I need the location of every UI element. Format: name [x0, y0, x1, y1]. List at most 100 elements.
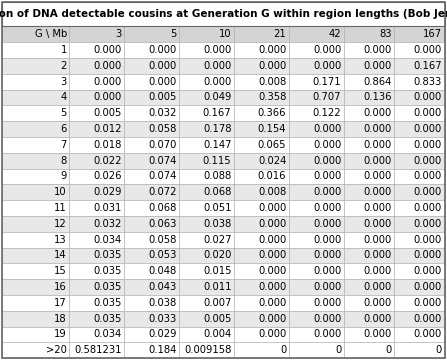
Bar [179, 184, 234, 200]
Bar [2, 327, 69, 342]
Bar [394, 327, 445, 342]
Bar [234, 90, 289, 105]
Text: 0.154: 0.154 [258, 124, 287, 134]
Bar [2, 90, 69, 105]
Bar [124, 105, 179, 121]
Text: 0.022: 0.022 [93, 156, 122, 166]
Bar [124, 248, 179, 264]
Bar [289, 26, 344, 42]
Bar [179, 74, 234, 90]
Text: 0.027: 0.027 [203, 235, 232, 245]
Text: 0.000: 0.000 [363, 314, 392, 324]
Bar [289, 74, 344, 90]
Text: 0.000: 0.000 [258, 235, 287, 245]
Bar [69, 295, 124, 311]
Bar [394, 248, 445, 264]
Bar [179, 105, 234, 121]
Bar [344, 121, 394, 137]
Bar [344, 264, 394, 279]
Text: 0.008: 0.008 [258, 77, 287, 87]
Bar [2, 248, 69, 264]
Bar [69, 248, 124, 264]
Text: 0.033: 0.033 [148, 314, 177, 324]
Bar [234, 168, 289, 184]
Text: 0.000: 0.000 [93, 93, 122, 102]
Text: 0.032: 0.032 [148, 108, 177, 118]
Bar [289, 200, 344, 216]
Text: 0.000: 0.000 [313, 251, 341, 261]
Bar [289, 121, 344, 137]
Bar [124, 26, 179, 42]
Text: 83: 83 [379, 29, 392, 39]
Text: 0.167: 0.167 [203, 108, 232, 118]
Text: 0.004: 0.004 [203, 329, 232, 339]
Text: 42: 42 [329, 29, 341, 39]
Bar [179, 216, 234, 232]
Bar [394, 279, 445, 295]
Bar [179, 279, 234, 295]
Text: 0: 0 [280, 345, 287, 355]
Text: 10: 10 [54, 187, 67, 197]
Bar [344, 90, 394, 105]
Bar [344, 42, 394, 58]
Text: 0.000: 0.000 [313, 140, 341, 150]
Text: 0.000: 0.000 [363, 156, 392, 166]
Bar [394, 295, 445, 311]
Bar [344, 200, 394, 216]
Bar [344, 295, 394, 311]
Bar [234, 216, 289, 232]
Text: 0.000: 0.000 [414, 45, 442, 55]
Bar [124, 232, 179, 248]
Text: >20: >20 [46, 345, 67, 355]
Text: 0.000: 0.000 [258, 61, 287, 71]
Text: 0.000: 0.000 [363, 235, 392, 245]
Text: 0.000: 0.000 [414, 219, 442, 229]
Text: 0: 0 [385, 345, 392, 355]
Text: 0.088: 0.088 [203, 171, 232, 181]
Bar [394, 264, 445, 279]
Text: 167: 167 [423, 29, 442, 39]
Text: 15: 15 [54, 266, 67, 276]
Bar [234, 184, 289, 200]
Bar [289, 58, 344, 74]
Text: 0.000: 0.000 [313, 187, 341, 197]
Text: 0.707: 0.707 [313, 93, 341, 102]
Text: 0.035: 0.035 [93, 298, 122, 308]
Text: 0.032: 0.032 [93, 219, 122, 229]
Bar [394, 74, 445, 90]
Bar [124, 279, 179, 295]
Bar [344, 74, 394, 90]
Bar [289, 232, 344, 248]
Text: 0.178: 0.178 [203, 124, 232, 134]
Bar [124, 200, 179, 216]
Bar [124, 58, 179, 74]
Text: 0.000: 0.000 [414, 314, 442, 324]
Text: 0.068: 0.068 [148, 203, 177, 213]
Text: 0.000: 0.000 [414, 298, 442, 308]
Bar [124, 264, 179, 279]
Bar [234, 153, 289, 168]
Bar [179, 200, 234, 216]
Text: 0.000: 0.000 [363, 187, 392, 197]
Bar [344, 26, 394, 42]
Bar [289, 327, 344, 342]
Text: 0.000: 0.000 [414, 93, 442, 102]
Text: 0.000: 0.000 [258, 314, 287, 324]
Text: 21: 21 [274, 29, 287, 39]
Text: 0.000: 0.000 [313, 203, 341, 213]
Bar [394, 168, 445, 184]
Bar [289, 264, 344, 279]
Text: 0.000: 0.000 [363, 282, 392, 292]
Bar [289, 137, 344, 153]
Text: 12: 12 [54, 219, 67, 229]
Text: 0.000: 0.000 [363, 171, 392, 181]
Bar [289, 105, 344, 121]
Text: 0.051: 0.051 [203, 203, 232, 213]
Text: 0.016: 0.016 [258, 171, 287, 181]
Text: 10: 10 [219, 29, 232, 39]
Text: 0.000: 0.000 [258, 282, 287, 292]
Bar [124, 153, 179, 168]
Text: 0.000: 0.000 [313, 329, 341, 339]
Bar [179, 137, 234, 153]
Text: 0.000: 0.000 [203, 45, 232, 55]
